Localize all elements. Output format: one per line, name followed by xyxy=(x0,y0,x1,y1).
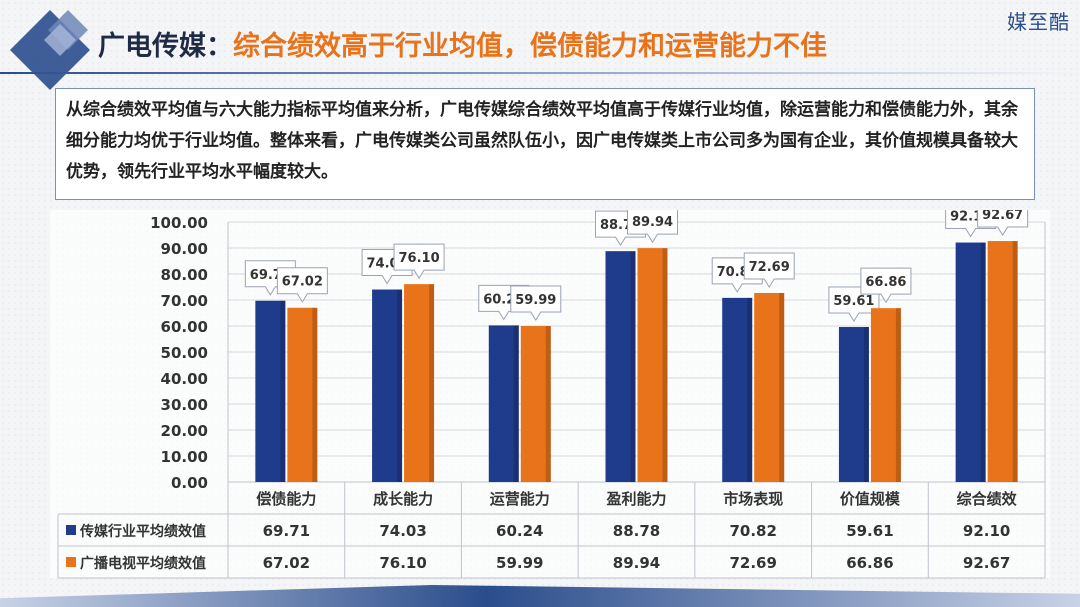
x-tick-label: 运营能力 xyxy=(490,490,550,508)
bar xyxy=(287,307,318,482)
table-cell: 60.24 xyxy=(496,522,543,540)
x-tick-label: 盈利能力 xyxy=(605,490,666,508)
bar xyxy=(754,293,785,482)
bar-chart: 0.00 10.00 20.00 30.00 40.00 50.00 60.00 70.00 8… xyxy=(50,210,1050,580)
table-cell: 92.67 xyxy=(963,554,1010,572)
table-cell: 92.10 xyxy=(963,522,1010,540)
x-tick-label: 综合绩效 xyxy=(957,490,1018,508)
data-label-box xyxy=(627,210,678,244)
table-cell: 70.82 xyxy=(729,522,776,540)
data-label: 89.94 xyxy=(632,215,673,230)
data-label: 72.69 xyxy=(749,260,790,275)
y-tick-label: 10.00 xyxy=(161,448,208,466)
y-tick-label: 40.00 xyxy=(161,370,208,388)
table-cell: 89.94 xyxy=(613,554,660,572)
bar-shade xyxy=(513,325,519,482)
y-tick-label: 100.00 xyxy=(150,214,208,232)
bar xyxy=(987,241,1018,482)
data-label: 76.10 xyxy=(399,251,440,266)
data-label-box xyxy=(977,210,1029,237)
data-label: 67.02 xyxy=(282,275,323,290)
bar xyxy=(372,289,403,482)
table-cell: 59.61 xyxy=(846,522,893,540)
chart-svg: 0.00 10.00 20.00 30.00 40.00 50.00 60.00 70.00 8… xyxy=(50,210,1050,579)
table-cell: 59.99 xyxy=(496,554,543,572)
bar-shade xyxy=(980,242,986,482)
bar xyxy=(870,308,901,482)
table-cell: 88.78 xyxy=(613,522,660,540)
y-tick-label: 0.00 xyxy=(171,474,208,492)
table-cell: 67.02 xyxy=(263,554,310,572)
y-tick-label: 30.00 xyxy=(161,396,208,414)
data-label: 66.86 xyxy=(865,275,906,290)
legend-label: 传媒行业平均绩效值 xyxy=(79,523,206,540)
y-tick-label: 60.00 xyxy=(161,318,208,336)
bar-shade xyxy=(779,293,785,482)
bar-shade xyxy=(662,248,668,482)
y-tick-label: 50.00 xyxy=(161,344,208,362)
bar-shade xyxy=(429,284,435,482)
bottom-band xyxy=(0,585,1080,607)
table-cell: 72.69 xyxy=(729,554,776,572)
y-tick-label: 20.00 xyxy=(161,422,208,440)
bar xyxy=(955,242,986,482)
bar-shade xyxy=(1012,241,1018,482)
table-cell: 76.10 xyxy=(379,554,426,572)
x-tick-label: 价值规模 xyxy=(840,490,901,508)
data-label-box xyxy=(276,267,328,303)
x-tick-label: 成长能力 xyxy=(373,490,433,508)
bar xyxy=(255,300,286,482)
bar xyxy=(605,251,636,482)
bar-shade xyxy=(747,297,753,482)
corner-decoration xyxy=(10,10,90,90)
bar-shade xyxy=(397,289,403,482)
legend-swatch xyxy=(66,525,76,535)
x-tick-label: 市场表现 xyxy=(723,490,783,508)
legend-swatch xyxy=(66,557,76,567)
bar xyxy=(637,248,668,482)
data-label-box xyxy=(743,252,795,288)
title-prefix: 广电传媒： xyxy=(98,31,233,62)
y-tick-label: 70.00 xyxy=(161,292,208,310)
bar xyxy=(838,327,869,482)
y-tick-label: 80.00 xyxy=(161,266,208,284)
bar-shade xyxy=(630,251,636,482)
bar-shade xyxy=(280,300,286,482)
x-tick-label: 偿债能力 xyxy=(256,490,316,508)
data-label: 59.61 xyxy=(833,294,874,309)
bar xyxy=(722,297,753,482)
title-underline xyxy=(0,72,1080,74)
table-cell: 74.03 xyxy=(379,522,426,540)
bar-shade xyxy=(863,327,869,482)
summary-box: 从综合绩效平均值与六大能力指标平均值来分析，广电传媒综合绩效平均值高于传媒行业均… xyxy=(55,88,1035,200)
data-label-box xyxy=(510,285,562,321)
bar-shade xyxy=(312,307,318,482)
bar xyxy=(520,326,551,482)
page-title: 广电传媒：综合绩效高于行业均值，偿债能力和运营能力不佳 xyxy=(98,24,827,63)
data-label-box xyxy=(393,243,445,280)
legend-label: 广播电视平均绩效值 xyxy=(80,555,206,572)
title-main: 综合绩效高于行业均值，偿债能力和运营能力不佳 xyxy=(233,31,827,62)
data-label: 59.99 xyxy=(515,293,556,308)
brand-logo: 媒至酷 xyxy=(1007,10,1070,34)
y-tick-label: 90.00 xyxy=(161,240,208,258)
data-label: 92.67 xyxy=(982,210,1023,223)
bar xyxy=(404,284,435,482)
bar xyxy=(488,325,519,482)
bar-shade xyxy=(545,326,551,482)
data-label-box xyxy=(860,267,912,304)
bar-shade xyxy=(895,308,901,482)
table-cell: 69.71 xyxy=(263,522,310,540)
table-cell: 66.86 xyxy=(846,554,893,572)
